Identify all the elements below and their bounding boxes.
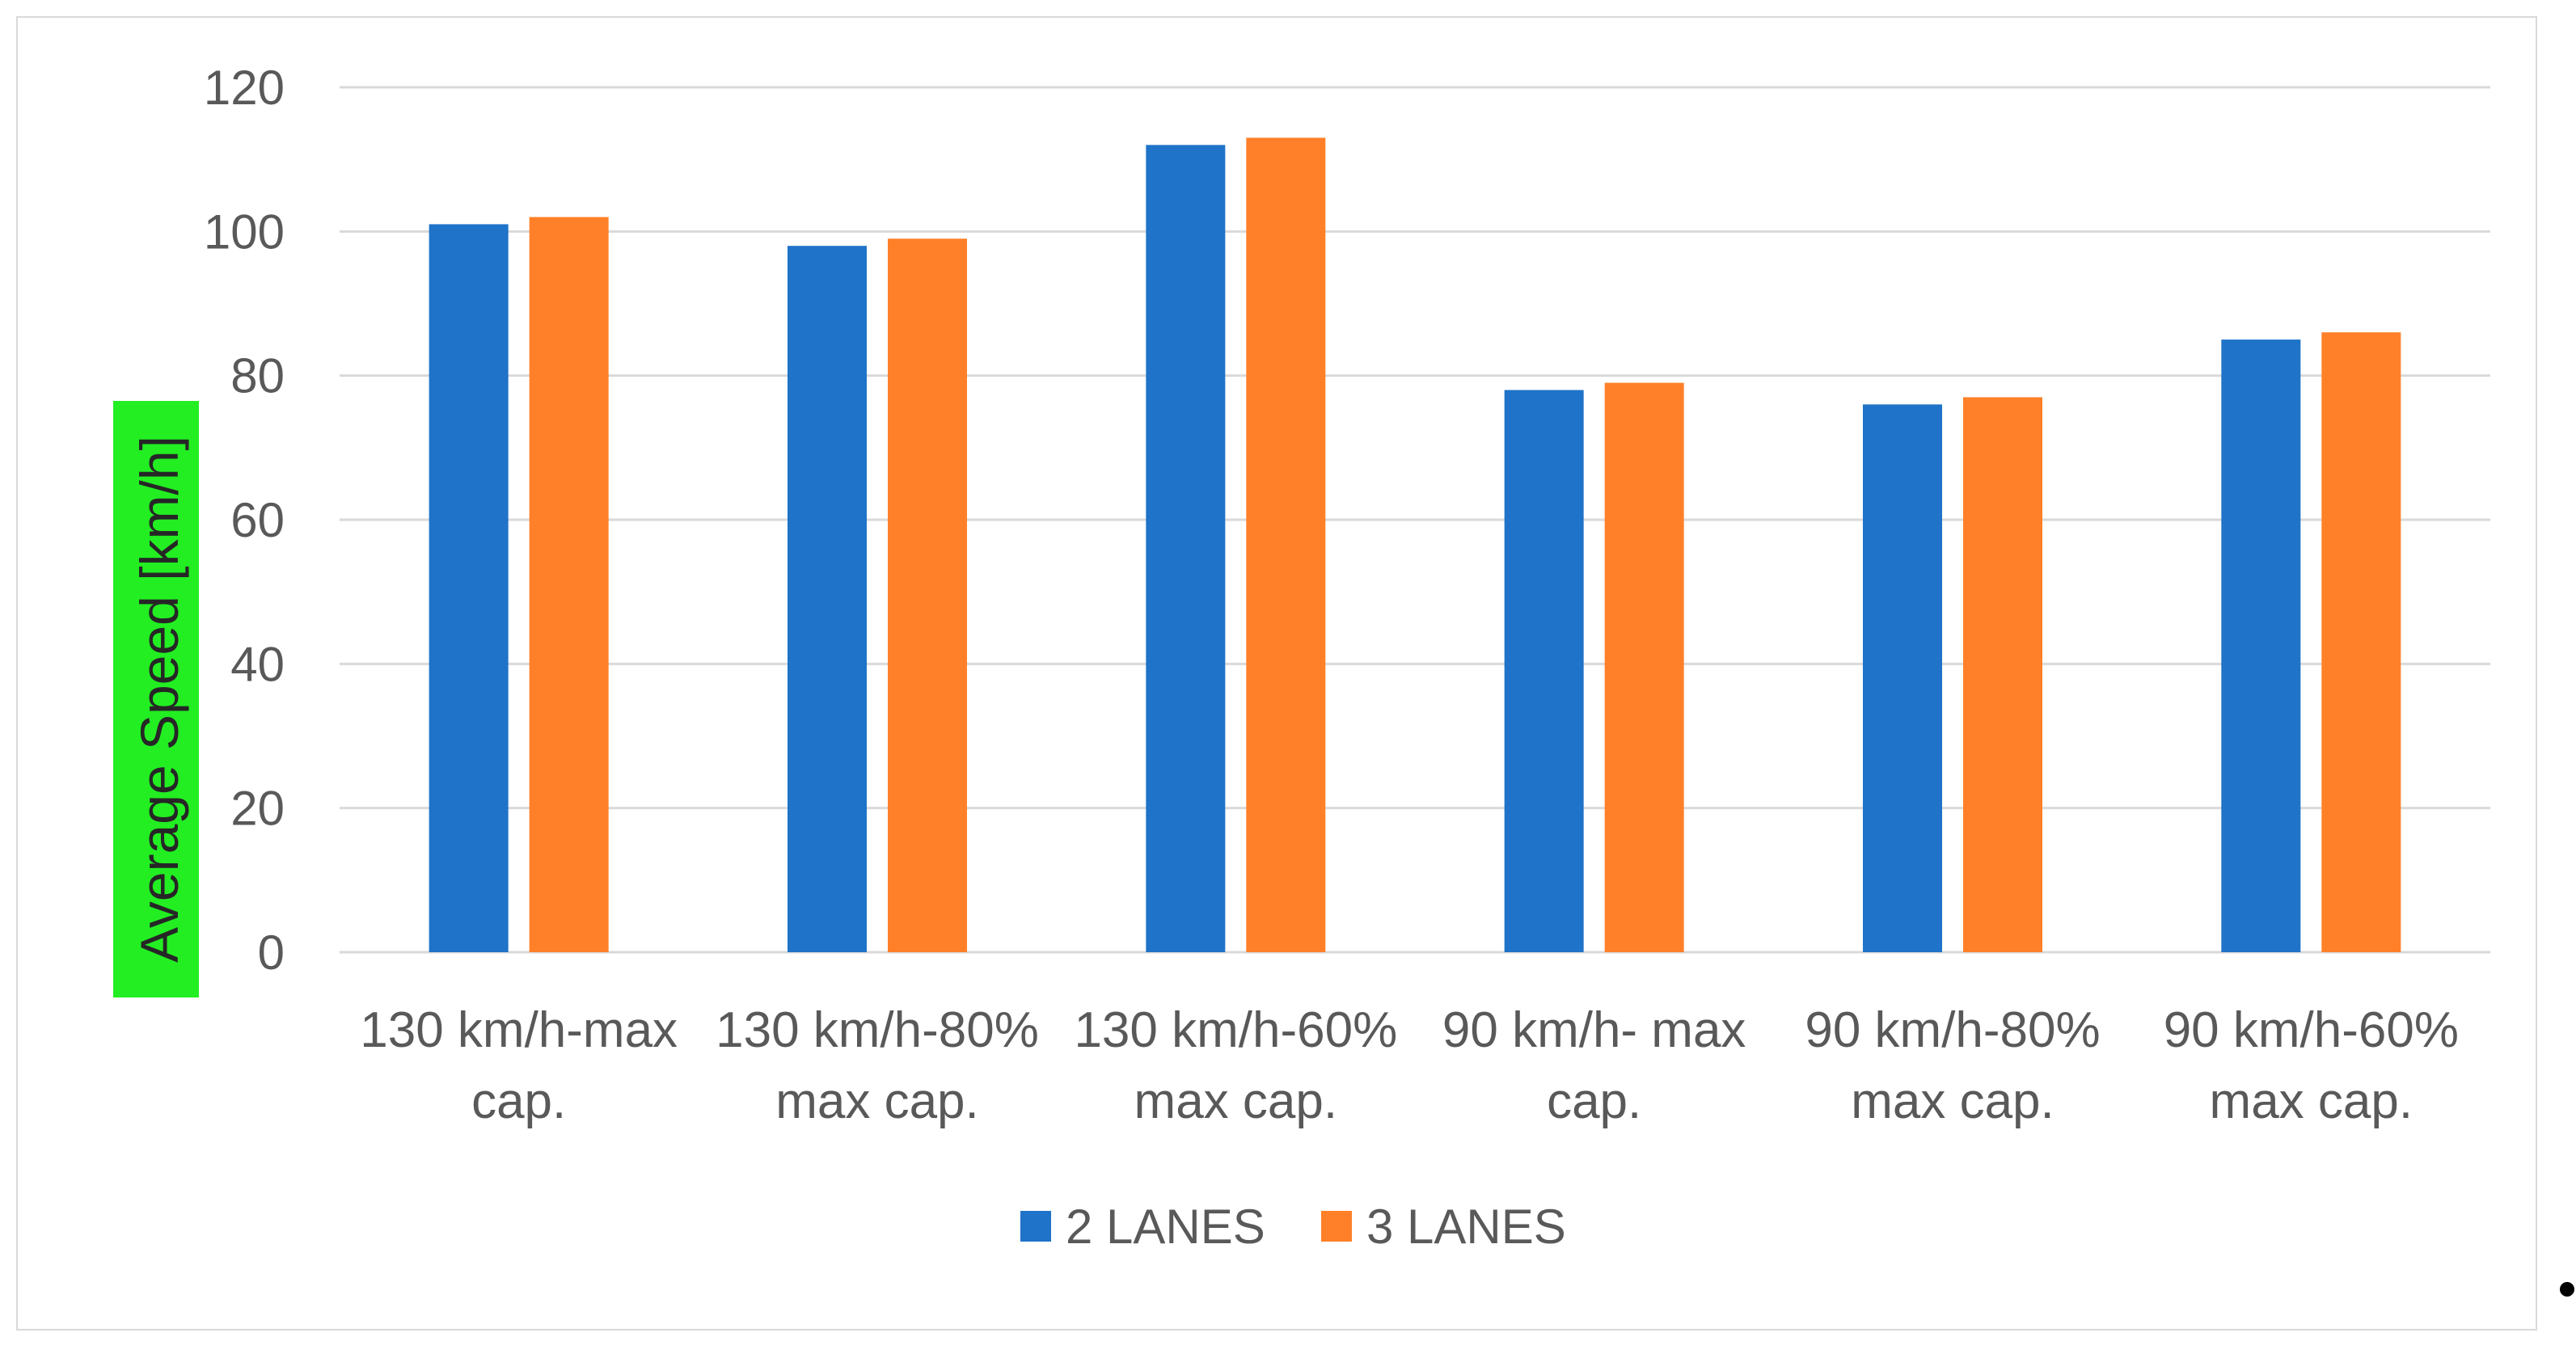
- gridlines: [340, 86, 2490, 954]
- y-axis-label-highlight: [113, 401, 199, 997]
- bar-3-lanes-5: [2321, 332, 2401, 953]
- bars: [429, 137, 2401, 953]
- legend-swatch-2-lanes: [1020, 1211, 1051, 1242]
- bar-2-lanes-1: [788, 246, 867, 953]
- x-category-label-3-line-0: 90 km/h- max: [1442, 1002, 1746, 1058]
- x-category-label-2-line-0: 130 km/h-60%: [1074, 1002, 1397, 1058]
- x-axis-categories: 130 km/h-max cap. 130 km/h-80% max cap. 130 …: [360, 1002, 2459, 1129]
- bar-2-lanes-2: [1146, 145, 1226, 953]
- y-axis-label: Average Speed [km/h]: [113, 401, 199, 997]
- legend-swatch-3-lanes: [1321, 1211, 1352, 1242]
- x-category-label-2-line-1: max cap.: [1134, 1073, 1338, 1129]
- bar-2-lanes-0: [429, 224, 509, 953]
- y-tick-label-80: 80: [230, 349, 285, 403]
- bar-3-lanes-3: [1604, 382, 1684, 952]
- x-category-label-5-line-1: max cap.: [2210, 1073, 2413, 1129]
- x-category-label-1-line-1: max cap.: [775, 1073, 979, 1129]
- x-category-label-5-line-0: 90 km/h-60%: [2164, 1002, 2459, 1058]
- legend-label-3-lanes: 3 LANES: [1366, 1200, 1566, 1254]
- bar-3-lanes-0: [529, 217, 609, 952]
- y-tick-label-100: 100: [204, 205, 285, 259]
- y-tick-label-60: 60: [230, 493, 285, 547]
- legend: 2 LANES 3 LANES: [1020, 1200, 1566, 1254]
- y-axis-ticks: 0 20 40 60 80 100 120: [204, 61, 285, 980]
- y-tick-label-0: 0: [258, 926, 285, 980]
- x-category-label-4-line-0: 90 km/h-80%: [1805, 1002, 2100, 1058]
- bar-2-lanes-4: [1863, 404, 1942, 952]
- bar-2-lanes-3: [1504, 390, 1584, 952]
- x-category-label-0-line-0: 130 km/h-max: [360, 1002, 678, 1058]
- y-tick-label-40: 40: [230, 637, 285, 691]
- bar-3-lanes-2: [1246, 137, 1326, 952]
- y-axis-label-text: Average Speed [km/h]: [129, 436, 189, 963]
- y-tick-label-20: 20: [230, 782, 285, 836]
- x-category-label-0-line-1: cap.: [471, 1073, 566, 1129]
- x-category-label-4-line-1: max cap.: [1851, 1073, 2054, 1129]
- x-category-label-1-line-0: 130 km/h-80%: [716, 1002, 1039, 1058]
- bar-3-lanes-4: [1963, 397, 2042, 953]
- y-tick-label-120: 120: [204, 61, 285, 115]
- bar-3-lanes-1: [888, 238, 967, 952]
- legend-label-2-lanes: 2 LANES: [1066, 1200, 1265, 1254]
- corner-marker: [2560, 1282, 2574, 1297]
- x-category-label-3-line-1: cap.: [1547, 1073, 1641, 1129]
- bar-2-lanes-5: [2221, 340, 2301, 952]
